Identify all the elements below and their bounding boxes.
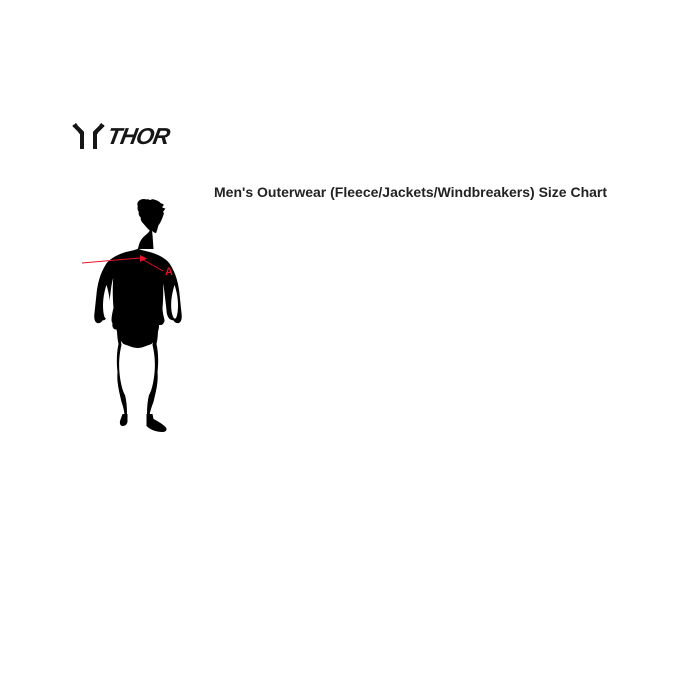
svg-text:A: A [165, 266, 173, 278]
